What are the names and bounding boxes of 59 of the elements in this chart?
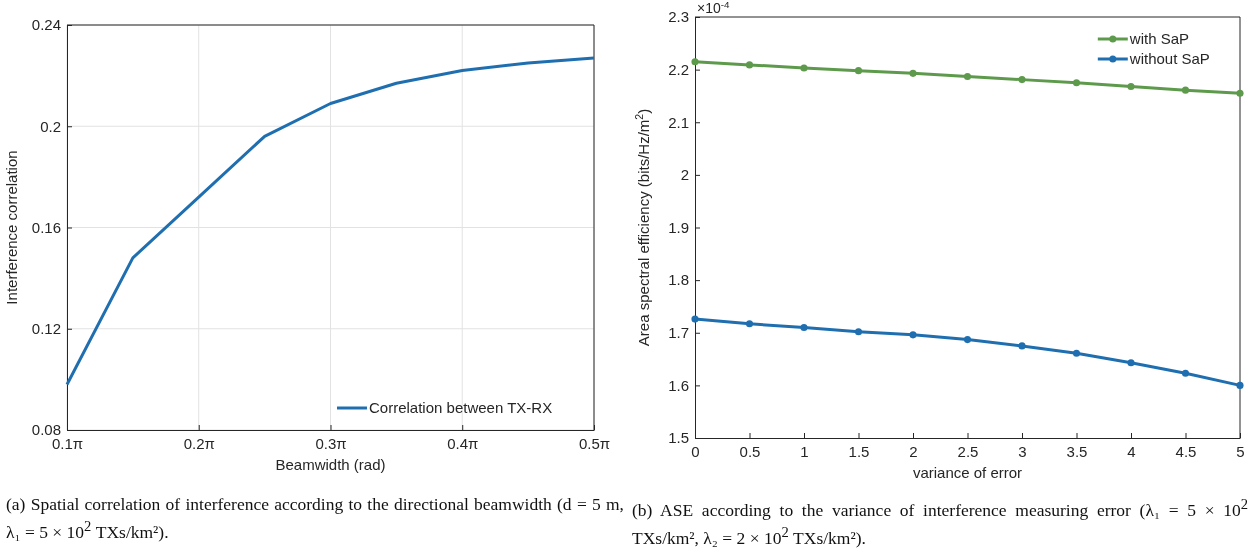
point: [854, 67, 863, 75]
y-tick-label: 2.2: [668, 60, 689, 78]
x-tick-label: 0.5: [739, 442, 761, 460]
y-tick-label: 0.16: [31, 218, 61, 236]
point: [1072, 79, 1081, 87]
x-tick-label: 0.2π: [183, 434, 215, 452]
point: [691, 58, 699, 66]
x-tick-label: 3.5: [1066, 442, 1088, 460]
x-tick-label: 5: [1236, 442, 1245, 460]
point: [800, 64, 808, 72]
text: (a) Spatial correlation of interference according to the directional beamwidth (d = 5 m, λ₁ = 5 × 10$^{2}$ TXs/km²).: [6, 493, 624, 543]
point: [909, 331, 917, 339]
x-axis-title: variance of error: [912, 464, 1023, 481]
x-tick-label: 1: [800, 442, 809, 460]
point: [963, 72, 972, 81]
point: [1018, 342, 1026, 350]
line-series: [65, 56, 596, 386]
legend-label: with SaP: [1128, 30, 1189, 47]
y-tick-label: 2.3: [668, 8, 689, 26]
x-tick-label: 4.5: [1175, 442, 1197, 460]
x-tick-label: 2: [909, 442, 918, 460]
y-tick-label: 0.24: [31, 16, 61, 34]
point: [909, 69, 917, 77]
x-tick-label: 4: [1127, 442, 1136, 460]
point: [1236, 381, 1244, 389]
point: [1181, 369, 1190, 377]
point: [1127, 359, 1135, 367]
x-tick-label: 1.5: [848, 442, 870, 460]
point: [800, 323, 808, 332]
legend-label: without SaP: [1128, 50, 1210, 67]
x-tick-label: 2.5: [957, 442, 979, 460]
y-tick-label: 2: [680, 166, 689, 184]
x-tick-label: 0: [691, 442, 700, 460]
point: [1181, 86, 1190, 94]
point: [1018, 76, 1026, 84]
y-tick-label: 1.6: [668, 376, 689, 394]
x-tick-label: 0.3π: [315, 434, 347, 452]
point: [1127, 82, 1135, 91]
y-tick-label: 1.7: [668, 324, 689, 342]
y-tick-label: 2.1: [668, 113, 689, 131]
point: [854, 328, 863, 336]
x-tick-label: 0.4π: [447, 434, 479, 452]
y-axis-title: Interference correlation: [3, 150, 20, 305]
x-tick-label: 3: [1018, 442, 1027, 460]
point: [691, 315, 699, 323]
point: [963, 336, 972, 344]
text: (b) ASE according to the variance of interference measuring error (λ₁ = 5 × 10$^{2}$ TXs/km², λ₂ = 2 × 10$^{2}$ TXs/km²).: [632, 496, 1248, 548]
point: [1072, 349, 1081, 357]
y-tick-label: 1.9: [668, 218, 689, 236]
y-tick-label: 0.12: [31, 320, 61, 338]
point: [1236, 89, 1244, 97]
y-tick-label: 1.8: [668, 271, 689, 289]
point: [745, 320, 754, 328]
x-tick-label: 0.5π: [578, 434, 611, 452]
y-tick-label: 0.2: [40, 117, 61, 135]
legend-label: Correlation between TX-RX: [369, 399, 553, 416]
point: [745, 61, 754, 69]
x-axis-title: Beamwidth (rad): [275, 456, 386, 473]
text: ×10$^{-4}$: [697, 0, 731, 16]
